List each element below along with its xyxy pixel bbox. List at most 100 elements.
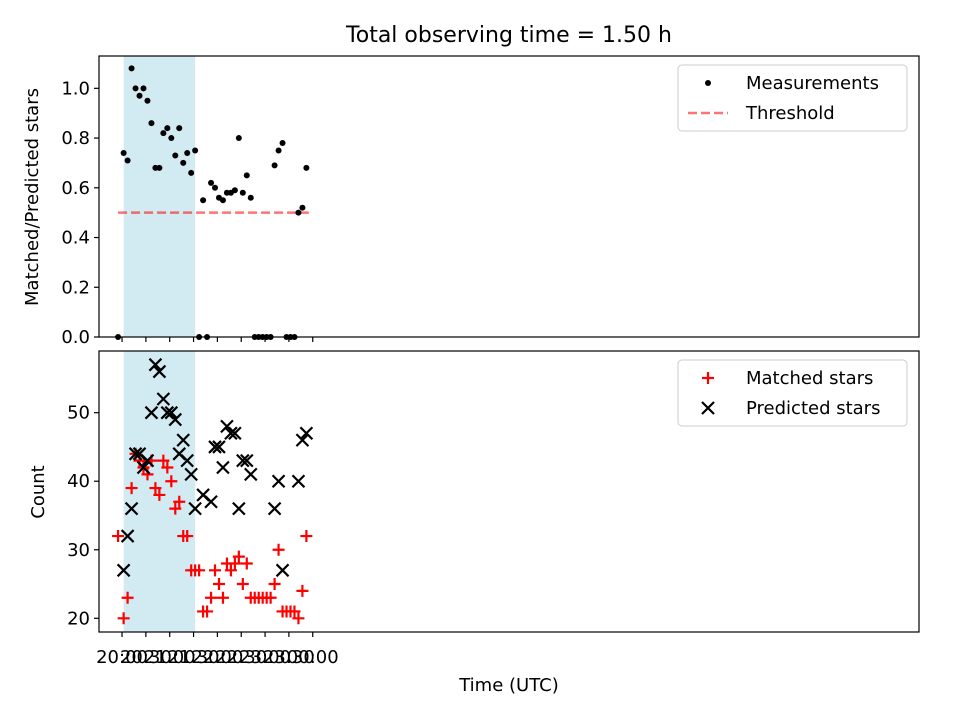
measurements-point bbox=[124, 157, 131, 164]
predicted-stars-point bbox=[295, 433, 310, 447]
legend-label-matched-stars: Matched stars bbox=[746, 368, 873, 389]
measurements-point bbox=[168, 135, 175, 142]
y-tick-label: 20 bbox=[67, 608, 90, 629]
predicted-stars-point bbox=[124, 501, 139, 516]
legend-swatch-measurements bbox=[705, 80, 711, 86]
predicted-stars-point bbox=[188, 501, 202, 516]
y-tick-label: 0.8 bbox=[61, 128, 90, 149]
predicted-stars-point bbox=[275, 563, 290, 578]
predicted-stars-point bbox=[144, 405, 159, 420]
measurements-point bbox=[235, 135, 242, 142]
top-y-axis-label: Matched/Predicted stars bbox=[22, 88, 43, 306]
legend-swatch-predicted-stars bbox=[701, 401, 715, 415]
x-tick-label: 00:00 bbox=[287, 647, 339, 668]
matched-stars-point bbox=[193, 564, 206, 577]
matched-stars-point bbox=[201, 605, 214, 618]
measurements-point bbox=[148, 120, 155, 127]
measurements-point bbox=[247, 194, 254, 201]
y-tick-label: 40 bbox=[67, 471, 90, 492]
predicted-stars-point bbox=[271, 474, 286, 488]
measurements-point bbox=[243, 172, 250, 179]
x-tick-label: 20:00 bbox=[96, 647, 148, 668]
matched-stars-point bbox=[300, 530, 313, 543]
measurements-point bbox=[303, 164, 310, 171]
predicted-stars-point bbox=[156, 392, 171, 406]
x-tick-label: 20:30 bbox=[120, 647, 172, 668]
predicted-stars-point bbox=[243, 467, 258, 482]
x-tick-label: 23:00 bbox=[239, 647, 291, 668]
measurements-point bbox=[164, 125, 171, 132]
measurements-point bbox=[279, 140, 286, 147]
predicted-stars-point bbox=[212, 440, 226, 454]
predicted-stars-point bbox=[208, 440, 222, 454]
measurements-point bbox=[275, 147, 282, 154]
matched-stars-point bbox=[272, 543, 285, 556]
matched-stars-point bbox=[264, 591, 277, 604]
matched-stars-point bbox=[173, 495, 186, 508]
top-panel-plot-area: 0.0 0.2 0.4 0.6 0.8 1.0 Measurements Threshold bbox=[61, 55, 920, 348]
predicted-stars-point bbox=[240, 453, 254, 468]
matched-stars-point bbox=[117, 612, 130, 625]
matched-stars-point bbox=[212, 578, 225, 591]
predicted-stars-point bbox=[128, 447, 143, 461]
matched-stars-point bbox=[169, 502, 182, 515]
x-tick-label: 21:00 bbox=[144, 647, 196, 668]
predicted-stars-point bbox=[299, 426, 314, 441]
observing-window-span bbox=[123, 56, 196, 337]
predicted-stars-point bbox=[291, 474, 306, 488]
measurements-point bbox=[271, 162, 278, 169]
matched-stars-point bbox=[121, 591, 134, 604]
matched-stars-point bbox=[157, 454, 170, 467]
legend-box bbox=[677, 359, 908, 427]
legend-swatch-matched-stars bbox=[702, 372, 714, 384]
axes-frame bbox=[98, 350, 920, 633]
matched-stars-point bbox=[224, 564, 237, 577]
measurements-point bbox=[176, 125, 183, 132]
legend-label-measurements: Measurements bbox=[746, 73, 879, 94]
predicted-stars-point bbox=[224, 426, 238, 441]
predicted-stars-point bbox=[228, 426, 242, 441]
y-tick-label: 50 bbox=[67, 403, 90, 424]
matched-stars-point bbox=[125, 482, 138, 495]
bottom-y-axis-label: Count bbox=[28, 465, 49, 518]
y-tick-label: 30 bbox=[67, 540, 90, 561]
matched-stars-point bbox=[292, 612, 305, 625]
matched-stars-point bbox=[232, 550, 245, 563]
measurements-point bbox=[136, 92, 143, 99]
measurements-point bbox=[295, 209, 302, 216]
measurements-point bbox=[188, 169, 195, 176]
predicted-stars-point bbox=[148, 357, 163, 372]
matched-stars-point bbox=[228, 557, 241, 570]
y-tick-label: 0.2 bbox=[61, 277, 90, 298]
chart-title: Total observing time = 1.50 h bbox=[345, 23, 672, 48]
matched-stars-point bbox=[209, 564, 222, 577]
measurements-point bbox=[128, 65, 135, 72]
predicted-stars-point bbox=[176, 433, 191, 447]
x-tick-label: 23:30 bbox=[263, 647, 315, 668]
matched-stars-point bbox=[240, 557, 253, 570]
matched-stars-point bbox=[161, 461, 174, 474]
predicted-stars-point bbox=[168, 412, 183, 427]
predicted-stars-point bbox=[267, 501, 282, 516]
measurements-point bbox=[239, 189, 246, 196]
predicted-stars-point bbox=[232, 501, 246, 516]
measurements-point bbox=[140, 85, 147, 92]
matched-stars-point bbox=[296, 584, 309, 597]
predicted-stars-point bbox=[180, 453, 194, 468]
predicted-stars-point bbox=[140, 453, 155, 468]
predicted-stars-point bbox=[152, 364, 167, 379]
measurements-point bbox=[184, 149, 191, 156]
predicted-stars-point bbox=[236, 453, 250, 468]
y-tick-label: 0.6 bbox=[61, 178, 90, 199]
measurements-point bbox=[212, 184, 219, 191]
measurements-point bbox=[120, 149, 127, 156]
measurements-point bbox=[299, 204, 306, 211]
x-tick-label: 22:00 bbox=[191, 647, 243, 668]
measurements-point bbox=[156, 164, 163, 171]
matched-stars-point bbox=[236, 578, 249, 591]
predicted-stars-point bbox=[204, 495, 218, 509]
matched-stars-point bbox=[268, 578, 281, 591]
axes-frame bbox=[98, 55, 920, 338]
measurements-point bbox=[144, 97, 151, 104]
